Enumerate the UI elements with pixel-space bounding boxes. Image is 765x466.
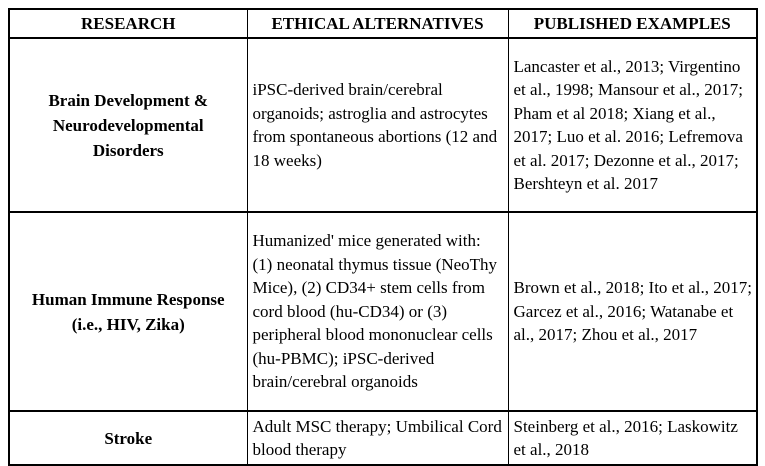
table-row-stroke: Stroke Adult MSC therapy; Umbilical Cord… [8, 410, 758, 466]
header-research: RESEARCH [8, 8, 248, 39]
table-row-human-immune-response: Human Immune Response (i.e., HIV, Zika) … [8, 211, 758, 412]
examples-cell: Lancaster et al., 2013; Virgentino et al… [507, 37, 758, 213]
alternatives-cell: Humanized' mice generated with: (1) neon… [246, 211, 509, 412]
research-cell: Stroke [8, 410, 248, 466]
alternatives-cell: Adult MSC therapy; Umbilical Cord blood … [246, 410, 509, 466]
research-cell: Human Immune Response (i.e., HIV, Zika) [8, 211, 248, 412]
header-ethical-alternatives: ETHICAL ALTERNATIVES [246, 8, 509, 39]
research-alternatives-table: RESEARCH ETHICAL ALTERNATIVES PUBLISHED … [8, 8, 758, 466]
examples-cell: Brown et al., 2018; Ito et al., 2017; Ga… [507, 211, 758, 412]
alternatives-cell: iPSC-derived brain/cerebral organoids; a… [246, 37, 509, 213]
header-published-examples: PUBLISHED EXAMPLES [507, 8, 758, 39]
table-row-brain-development: Brain Development & Neurodevelopmental D… [8, 37, 758, 213]
header-row: RESEARCH ETHICAL ALTERNATIVES PUBLISHED … [8, 8, 758, 39]
research-cell: Brain Development & Neurodevelopmental D… [8, 37, 248, 213]
examples-cell: Steinberg et al., 2016; Laskowitz et al.… [507, 410, 758, 466]
